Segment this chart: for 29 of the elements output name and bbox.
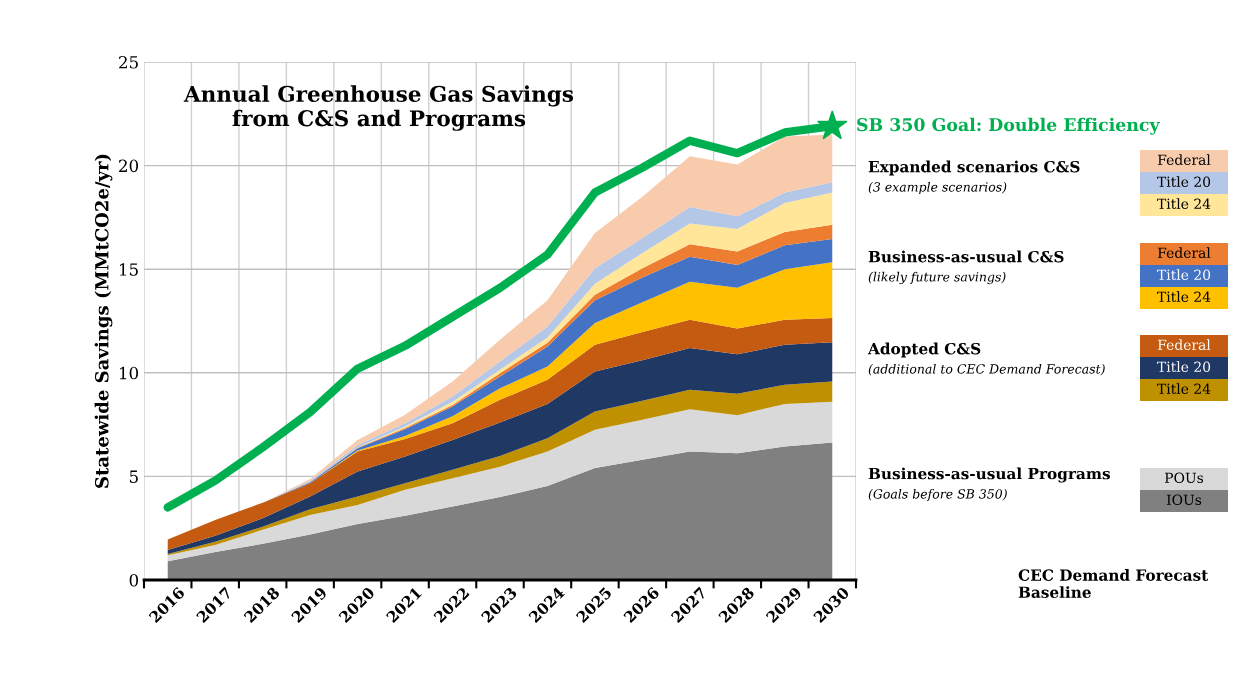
text: (3 example scenarios) (868, 181, 1007, 195)
text: Title 24 (1157, 291, 1211, 303)
text: (likely future savings) (868, 271, 1006, 285)
text: Title 20 (1157, 361, 1211, 373)
text: Business-as-usual C&S (868, 250, 1064, 263)
text: Federal (1157, 339, 1211, 351)
text: Title 20 (1157, 269, 1211, 281)
text: Title 24 (1157, 383, 1211, 395)
y-axis-title: Statewide Savings (MMtCO2e/yr) (94, 154, 113, 488)
y-tick-label: 0 (129, 573, 139, 587)
y-tick-label: 10 (119, 366, 139, 380)
text: Title 20 (1157, 176, 1211, 188)
text: IOUs (1166, 494, 1202, 506)
text: (Goals before SB 350) (868, 488, 1007, 502)
text: Expanded scenarios C&S (868, 160, 1080, 176)
text: (additional to CEC Demand Forecast) (868, 363, 1105, 376)
text: Adopted C&S (867, 342, 981, 358)
text: POUs (1164, 472, 1204, 484)
text: Federal (1157, 154, 1211, 166)
text: Business-as-usual Programs (868, 467, 1110, 483)
text: Title 24 (1157, 198, 1211, 210)
series-label: SB 350 Goal: Double Efficiency (857, 117, 1160, 135)
text: Annual Greenhouse Gas Savings from C&S and Programs (183, 85, 574, 131)
y-tick-label: 5 (129, 470, 138, 483)
text: Federal (1157, 247, 1211, 259)
text: CEC Demand Forecast Baseline (1018, 569, 1209, 598)
y-tick-label: 15 (119, 263, 138, 276)
y-tick-label: 20 (119, 159, 139, 173)
y-tick-label: 25 (119, 55, 138, 69)
